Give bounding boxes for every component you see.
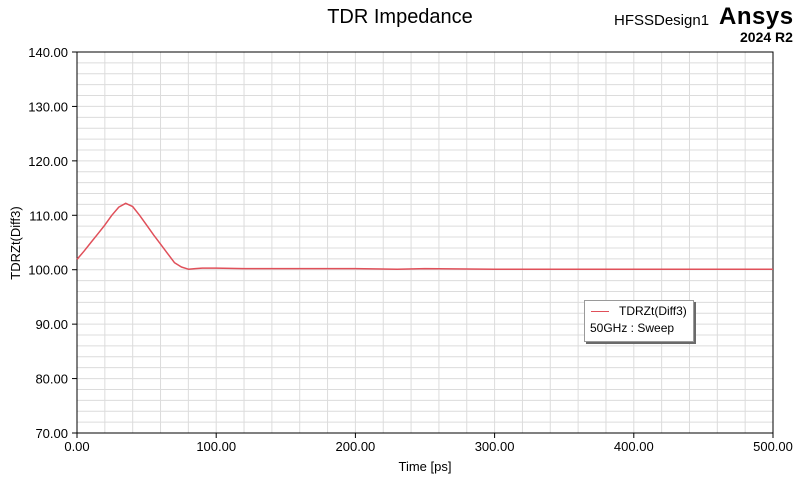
x-axis-label: Time [ps]	[399, 459, 452, 474]
y-tick-label: 120.00	[28, 154, 68, 169]
brand-logo-text: Ansys	[719, 3, 794, 30]
grid	[77, 52, 773, 433]
x-tick-label: 300.00	[475, 439, 515, 454]
y-tick-label: 70.00	[35, 426, 68, 441]
legend-sweep-label: 50GHz : Sweep	[590, 321, 675, 335]
y-tick-label: 90.00	[35, 317, 68, 332]
plot-area-frame	[76, 51, 774, 434]
y-tick-label: 110.00	[29, 208, 68, 223]
x-tick-label: 200.00	[336, 439, 376, 454]
chart-title: TDR Impedance	[327, 6, 473, 28]
x-tick-label: 500.00	[753, 439, 793, 454]
legend-series-swatch	[591, 311, 609, 312]
version-label: 2024 R2	[740, 29, 793, 45]
series-line-tdrzt-diff3	[76, 202, 773, 270]
legend-series-label: TDRZt(Diff3)	[619, 304, 687, 318]
x-tick-label: 0.00	[64, 439, 89, 454]
y-tick-label: 140.00	[28, 45, 68, 60]
tick-labels: 0.00 100.00 200.00 300.00 400.00 500.00 70.00 8…	[28, 45, 793, 454]
series-layer	[76, 202, 773, 270]
axis-ticks	[72, 51, 774, 438]
x-tick-label: 400.00	[614, 439, 654, 454]
y-axis-label: TDRZt(Diff3)	[8, 206, 23, 279]
legend[interactable]: TDRZt(Diff3) 50GHz : Sweep	[584, 300, 694, 342]
design-name: HFSSDesign1	[614, 12, 710, 29]
y-tick-label: 80.00	[35, 372, 68, 387]
x-tick-label: 100.00	[196, 439, 236, 454]
y-tick-label: 130.00	[28, 99, 68, 114]
y-tick-label: 100.00	[28, 263, 68, 278]
